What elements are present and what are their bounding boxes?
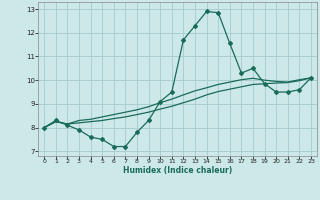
X-axis label: Humidex (Indice chaleur): Humidex (Indice chaleur)	[123, 166, 232, 175]
